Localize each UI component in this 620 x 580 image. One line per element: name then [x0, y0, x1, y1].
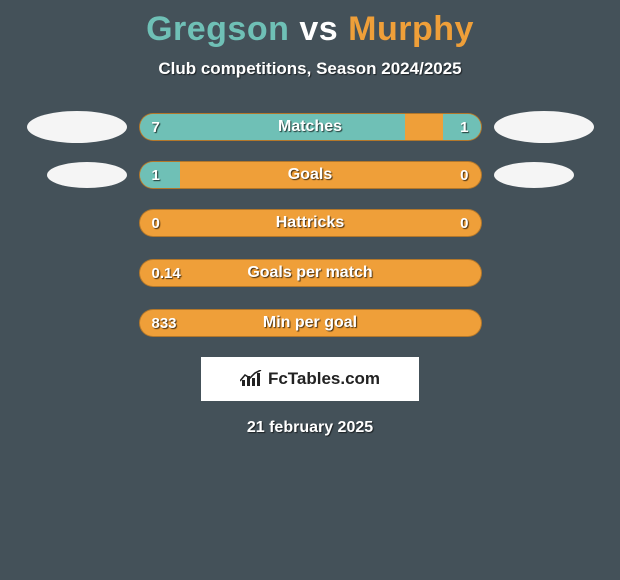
stat-bar-left-fill [140, 162, 181, 188]
player-b-marker [494, 111, 594, 143]
date-label: 21 february 2025 [0, 419, 620, 437]
page-title: Gregson vs Murphy [0, 0, 620, 49]
chart-icon [240, 370, 262, 388]
stat-value-right: 0 [460, 210, 468, 236]
stat-row: 10Goals [0, 161, 620, 189]
player-b-marker [494, 162, 574, 188]
watermark-text: FcTables.com [268, 369, 380, 389]
player-a-marker [47, 162, 127, 188]
title-player-b: Murphy [348, 10, 474, 48]
title-player-a: Gregson [146, 10, 289, 48]
watermark: FcTables.com [201, 357, 419, 401]
stat-label: Goals per match [140, 260, 481, 286]
stat-value-left: 833 [152, 310, 177, 336]
stat-row: 0.14Goals per match [0, 257, 620, 289]
stat-label: Min per goal [140, 310, 481, 336]
title-vs: vs [299, 10, 338, 48]
stat-bar: 0 0Hattricks [139, 209, 482, 237]
stat-label: Goals [140, 162, 481, 188]
stat-bar: 0.14Goals per match [139, 259, 482, 287]
stat-value-left: 0 [152, 210, 160, 236]
subtitle: Club competitions, Season 2024/2025 [0, 59, 620, 79]
stat-bar: 71Matches [139, 113, 482, 141]
stat-row: 833Min per goal [0, 307, 620, 339]
stat-rows: 71Matches10Goals00Hattricks0.14Goals per… [0, 111, 620, 339]
stat-row: 71Matches [0, 111, 620, 143]
comparison-card: Gregson vs Murphy Club competitions, Sea… [0, 0, 620, 580]
stat-label: Hattricks [140, 210, 481, 236]
stat-bar-right-fill [443, 114, 481, 140]
player-a-marker [27, 111, 127, 143]
stat-bar: 10Goals [139, 161, 482, 189]
stat-bar-left-fill [140, 114, 406, 140]
stat-row: 0 0Hattricks [0, 207, 620, 239]
stat-bar: 833Min per goal [139, 309, 482, 337]
stat-value-right: 0 [460, 162, 468, 188]
stat-value-left: 0.14 [152, 260, 181, 286]
